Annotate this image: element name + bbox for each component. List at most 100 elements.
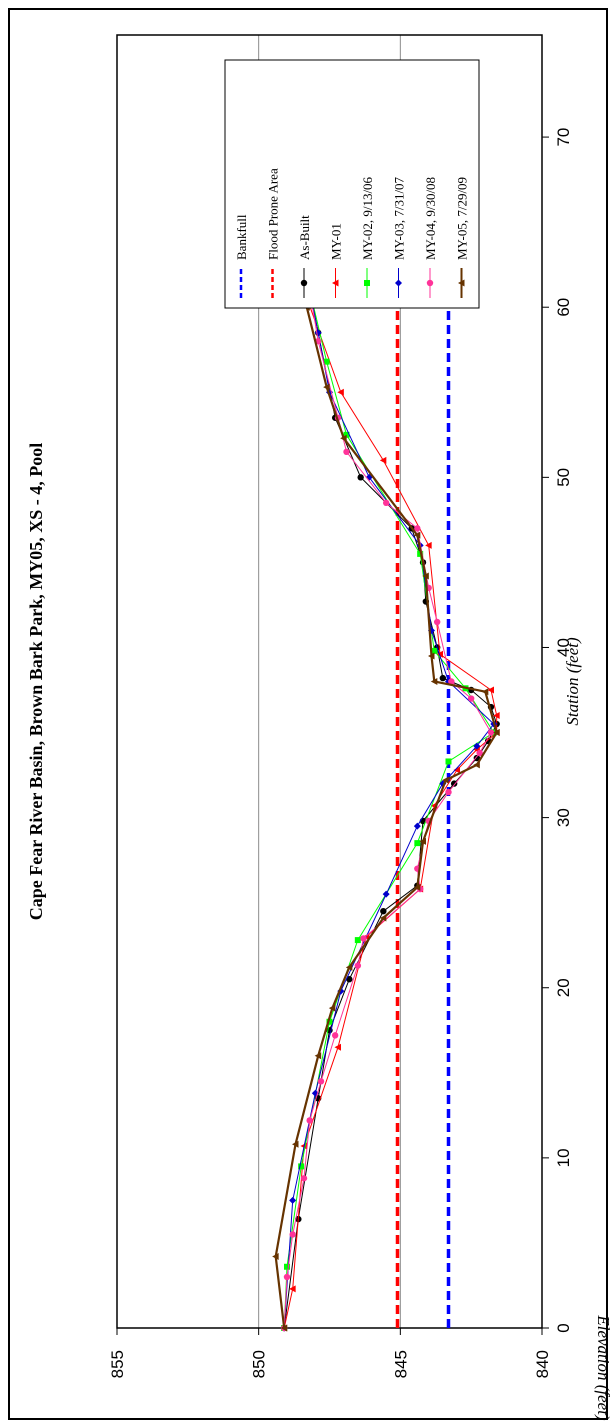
series-4-point-9: [431, 647, 438, 654]
x-tick-label-50: 50: [554, 468, 573, 487]
chart-root: 840 845 850 855 0 10 20 30 40 50 60 70 Cape Fear Riv…: [26, 34, 613, 1421]
series-7-point-1: [272, 1253, 279, 1261]
x-tick-label-40: 40: [554, 638, 573, 657]
series-6-point-17: [433, 618, 441, 626]
series-6-point-3: [300, 1175, 308, 1182]
y-tick-label-845: 845: [391, 1350, 410, 1378]
series-2-point-19: [357, 474, 364, 481]
series-7-point-12: [481, 688, 489, 696]
series-6-point-4: [306, 1117, 313, 1124]
series-line-7: [274, 306, 498, 1329]
series-3-point-13: [425, 541, 432, 549]
series-7-point-15: [422, 572, 429, 580]
series-6-point-20: [382, 499, 390, 507]
series-2-point-8: [450, 780, 458, 787]
y-tick-label-840: 840: [533, 1350, 552, 1378]
legend-label-3: MY-01: [329, 223, 344, 260]
series-3-point-15: [337, 388, 344, 396]
chart-title: Cape Fear River Basin, Brown Bark Park, …: [26, 443, 46, 921]
series-7-point-4: [328, 1004, 336, 1012]
series-6-point-21: [343, 448, 350, 456]
x-tick-label-0: 0: [554, 1323, 573, 1332]
series-7-point-3: [314, 1052, 322, 1060]
series-6-point-19: [414, 525, 421, 532]
series-6-point-14: [487, 729, 495, 736]
series-6-point-6: [331, 1032, 339, 1039]
series-7-point-17: [340, 434, 347, 442]
series-4-point-5: [414, 840, 421, 847]
x-axis-title: Station (feet): [563, 637, 582, 726]
series-7-point-6: [379, 914, 387, 922]
y-tick-label-850: 850: [250, 1350, 269, 1378]
legend-marker-5: [395, 279, 402, 287]
series-7-point-0: [280, 1324, 288, 1332]
series-7-point-16: [413, 531, 421, 539]
series-6-point-13: [476, 749, 483, 757]
series-2-point-14: [439, 674, 447, 682]
series-4-point-4: [354, 937, 361, 944]
legend-label-5: MY-03, 7/31/07: [392, 176, 407, 260]
series-7-point-5: [345, 963, 353, 971]
series-7-point-14: [428, 652, 435, 660]
series-3-point-3: [334, 1043, 341, 1051]
series-7-point-7: [413, 883, 421, 891]
series-3-point-7: [453, 766, 460, 774]
series-6-point-1: [283, 1273, 291, 1281]
plot-border: [116, 34, 543, 1329]
legend-marker-7: [458, 279, 465, 287]
x-tick-label-70: 70: [554, 128, 573, 147]
series-line-5: [283, 290, 495, 1329]
x-tick-label-10: 10: [554, 1148, 573, 1167]
x-tick-label-30: 30: [554, 808, 573, 827]
series-7-point-9: [442, 776, 449, 784]
x-tick-label-20: 20: [554, 978, 573, 997]
legend-label-7: MY-05, 7/29/09: [455, 177, 470, 260]
legend-label-2: As-Built: [297, 215, 312, 260]
series-6-point-16: [448, 678, 455, 685]
legend: Bankfull Flood Prone Area As-Built MY-01 MY-…: [224, 59, 480, 309]
legend-label-0: Bankfull: [234, 214, 249, 260]
series-7-point-13: [430, 678, 438, 685]
series-6-point-15: [467, 695, 475, 702]
series-2-point-5: [380, 907, 387, 915]
series-7-point-10: [473, 761, 480, 769]
series-4-point-3: [326, 1018, 333, 1025]
series-3-point-14: [379, 456, 387, 464]
series-6-point-2: [289, 1231, 296, 1238]
series-2-point-9: [473, 754, 481, 762]
series-5-point-1: [289, 1196, 297, 1204]
series-3-point-1: [289, 1285, 296, 1293]
series-6-point-8: [360, 935, 367, 942]
series-7-point-11: [493, 729, 500, 737]
legend-label-1: Flood Prone Area: [266, 168, 281, 260]
series-4-point-1: [284, 1263, 290, 1270]
series-6-point-5: [317, 1078, 325, 1085]
series-3-point-10: [493, 712, 500, 720]
series-6-point-12: [445, 788, 452, 796]
series-5-point-4: [382, 890, 390, 898]
y-tick-label-855: 855: [108, 1350, 127, 1378]
x-tick-label-60: 60: [554, 298, 573, 317]
series-7-point-18: [323, 383, 330, 391]
series-7-point-2: [292, 1140, 299, 1148]
series-5-point-7: [473, 742, 481, 750]
legend-marker-4: [364, 280, 370, 286]
series-4-point-2: [298, 1163, 305, 1170]
series-7: [272, 303, 500, 1332]
legend-label-4: MY-02, 9/13/06: [360, 176, 375, 260]
series-6-point-7: [354, 962, 362, 969]
legend-label-6: MY-04, 9/30/08: [423, 177, 438, 260]
series-4-point-6: [445, 758, 452, 765]
series-3-point-11: [487, 686, 494, 694]
series-2-point-4: [346, 976, 353, 983]
legend-marker-3: [332, 279, 339, 287]
series-4-point-12: [323, 358, 330, 365]
series-7-point-8: [419, 837, 426, 845]
series-5-point-5: [413, 822, 421, 830]
legend-marker-6: [426, 279, 434, 287]
legend-marker-2: [300, 279, 308, 287]
legend-box: [224, 59, 480, 309]
y-axis-title: Elevation (feet): [594, 1314, 613, 1421]
